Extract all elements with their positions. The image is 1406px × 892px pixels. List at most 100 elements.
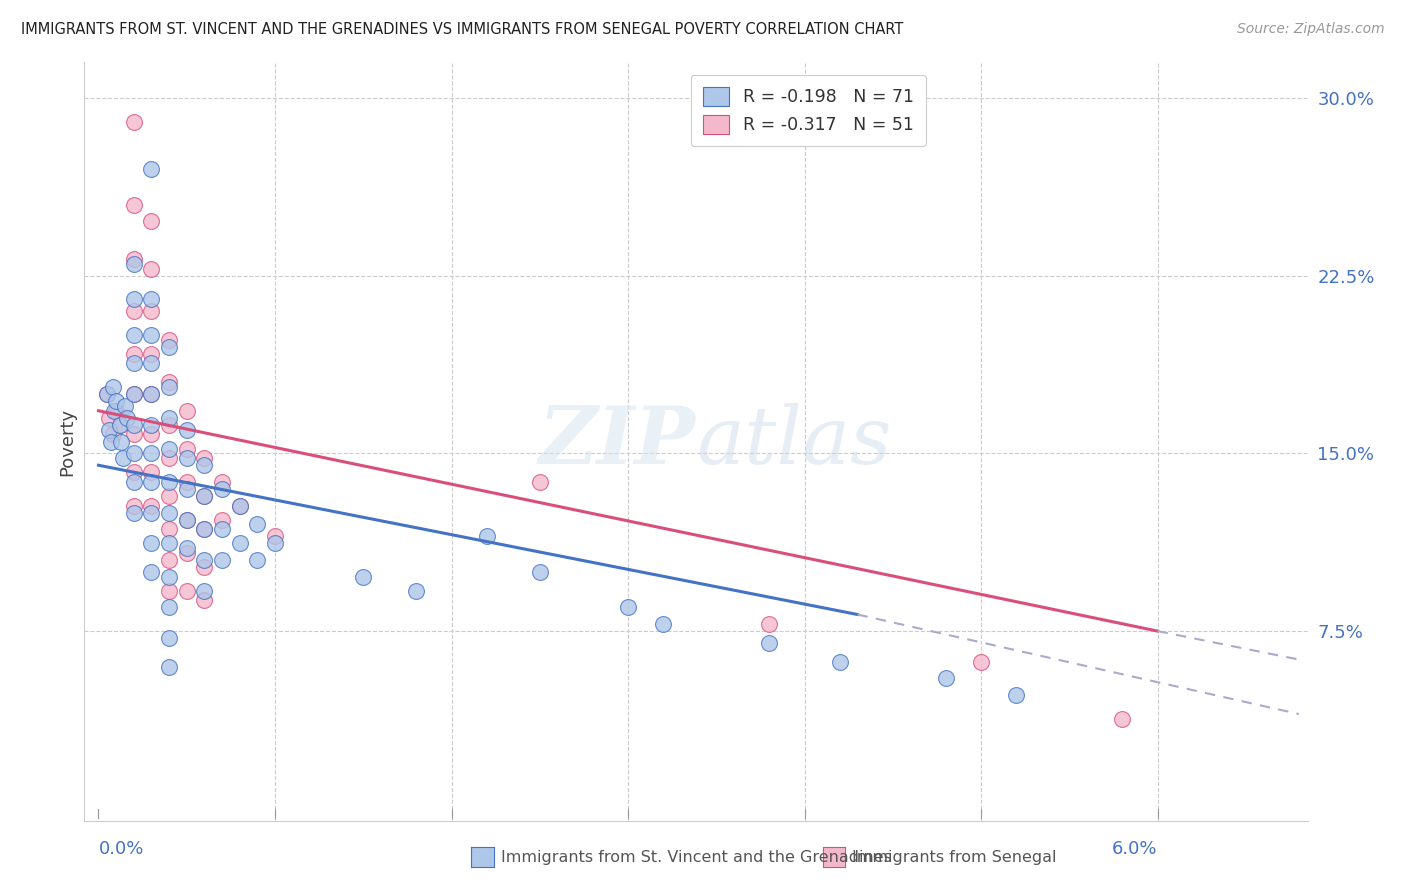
Point (228, 499, 250, 513)
Point (176, 403, 198, 417)
Point (157, 522, 180, 536)
Text: ZIP: ZIP (538, 403, 696, 480)
Point (122, 427, 145, 442)
Point (157, 583, 180, 598)
Point (157, 631, 180, 645)
Point (264, 529, 287, 543)
Point (157, 380, 180, 394)
Point (141, 387, 163, 401)
Point (122, 252, 145, 266)
Point (141, 466, 163, 480)
Point (211, 513, 233, 527)
Point (122, 293, 145, 307)
Point (141, 214, 163, 228)
Point (98, 410, 121, 425)
Point (141, 387, 163, 401)
Point (193, 522, 215, 536)
Point (176, 513, 198, 527)
Text: Immigrants from St. Vincent and the Grenadines: Immigrants from St. Vincent and the Gren… (501, 850, 891, 864)
Point (193, 593, 215, 607)
Point (157, 600, 180, 615)
Point (103, 403, 125, 417)
Point (246, 553, 269, 567)
Text: Immigrants from Senegal: Immigrants from Senegal (852, 850, 1056, 864)
Point (141, 293, 163, 307)
Point (617, 600, 640, 615)
Point (264, 536, 287, 550)
Text: 0.0%: 0.0% (98, 839, 143, 857)
Point (122, 356, 145, 370)
Point (193, 553, 215, 567)
Point (157, 489, 180, 503)
Point (100, 434, 122, 449)
Point (112, 451, 135, 466)
Point (176, 423, 198, 437)
Point (193, 560, 215, 574)
Point (122, 387, 145, 401)
Point (122, 197, 145, 211)
Point (157, 410, 180, 425)
Point (108, 417, 131, 432)
Point (122, 475, 145, 489)
Point (652, 617, 675, 632)
Point (157, 340, 180, 354)
Point (193, 458, 215, 473)
Point (122, 506, 145, 520)
Point (115, 410, 138, 425)
Legend: R = -0.198   N = 71, R = -0.317   N = 51: R = -0.198 N = 71, R = -0.317 N = 51 (690, 75, 925, 146)
Point (141, 327, 163, 342)
Point (176, 513, 198, 527)
Point (211, 475, 233, 489)
Point (228, 536, 250, 550)
Point (122, 499, 145, 513)
Point (828, 655, 851, 669)
Point (141, 506, 163, 520)
Point (141, 446, 163, 460)
Point (157, 659, 180, 673)
Y-axis label: Poverty: Poverty (58, 408, 76, 475)
Point (110, 434, 132, 449)
Point (122, 304, 145, 318)
Point (352, 569, 374, 583)
Point (157, 553, 180, 567)
Point (101, 380, 124, 394)
Text: atlas: atlas (696, 403, 891, 480)
Point (475, 529, 498, 543)
Point (970, 655, 993, 669)
Point (176, 451, 198, 466)
Point (157, 333, 180, 347)
Point (228, 499, 250, 513)
Point (157, 569, 180, 583)
Point (141, 261, 163, 276)
Point (122, 327, 145, 342)
Point (758, 636, 780, 650)
Point (176, 475, 198, 489)
Point (96, 387, 118, 401)
Point (758, 617, 780, 632)
Point (96, 387, 118, 401)
Point (1111, 712, 1133, 726)
Point (193, 451, 215, 466)
Point (122, 417, 145, 432)
Point (98, 423, 121, 437)
Point (105, 394, 128, 409)
Point (122, 347, 145, 361)
Point (122, 446, 145, 460)
Point (157, 475, 180, 489)
Point (157, 376, 180, 390)
Point (141, 475, 163, 489)
Point (176, 541, 198, 556)
Point (246, 517, 269, 532)
Point (157, 442, 180, 456)
Point (122, 257, 145, 271)
Point (193, 489, 215, 503)
Point (141, 565, 163, 579)
Point (529, 565, 551, 579)
Point (122, 466, 145, 480)
Point (1005, 688, 1028, 702)
Point (141, 499, 163, 513)
Point (108, 417, 131, 432)
Point (405, 583, 427, 598)
Point (211, 522, 233, 536)
Point (141, 536, 163, 550)
